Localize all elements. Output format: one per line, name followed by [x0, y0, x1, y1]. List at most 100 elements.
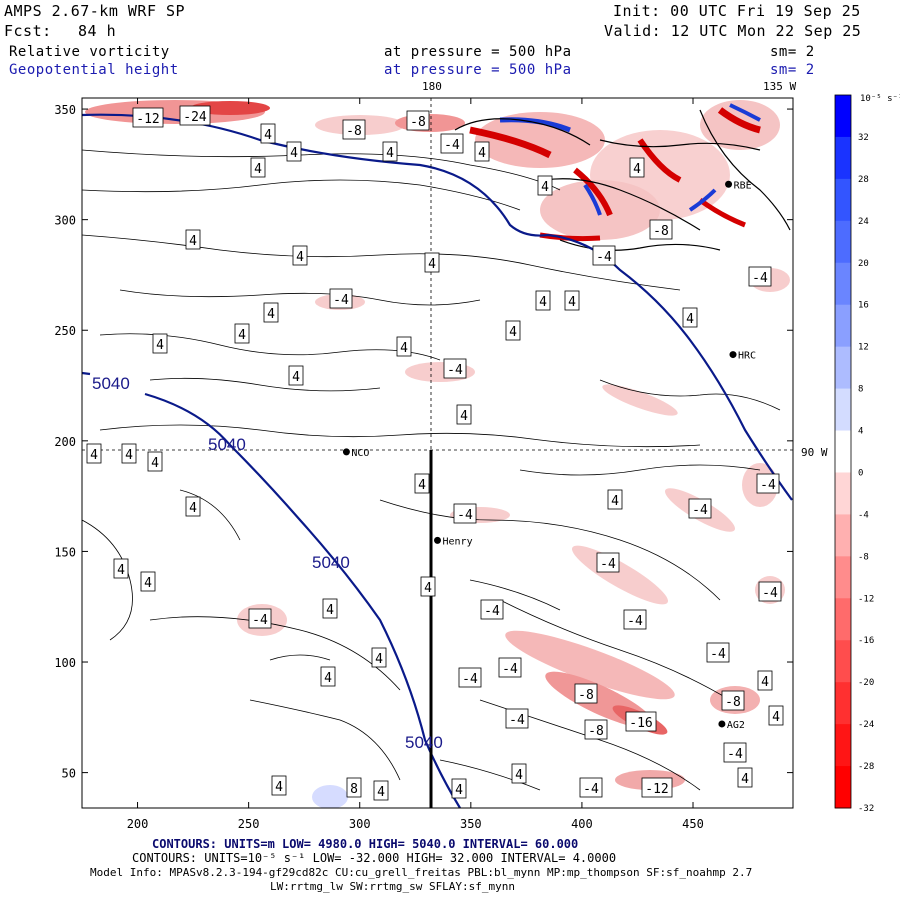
vorticity-label: -4: [453, 503, 477, 524]
vorticity-label: 4: [414, 473, 430, 494]
colorbar-swatch: [835, 220, 851, 264]
svg-text:4: 4: [761, 675, 769, 690]
vorticity-label: -4: [498, 657, 522, 678]
field-vorticity: Relative vorticity: [9, 44, 170, 60]
vorticity-label: -4: [748, 266, 772, 287]
x-tick-label: 400: [571, 817, 593, 831]
footer-contours-vorticity: CONTOURS: UNITS=10⁻⁵ s⁻¹ LOW= -32.000 HI…: [132, 851, 617, 865]
vorticity-label: -12: [132, 107, 164, 128]
station-marker: [342, 448, 350, 456]
vorticity-label: 4: [113, 558, 129, 579]
svg-text:-4: -4: [762, 586, 778, 601]
plot-frame: [81, 97, 794, 809]
y-axis: 350 300 250 200 150 100 50: [54, 103, 793, 781]
svg-text:4: 4: [509, 325, 517, 340]
smoothing-2: sm= 2: [770, 62, 815, 78]
vorticity-label: -4: [579, 777, 603, 798]
svg-text:-4: -4: [596, 250, 612, 265]
svg-text:4: 4: [117, 563, 125, 578]
svg-text:-8: -8: [346, 124, 362, 139]
vorticity-label: -8: [342, 119, 366, 140]
vorticity-label: 4: [474, 141, 490, 162]
svg-text:4: 4: [151, 456, 159, 471]
vorticity-label: -8: [584, 719, 608, 740]
vorticity-label: -4: [440, 133, 464, 154]
svg-text:4: 4: [290, 146, 298, 161]
vorticity-label: 4: [424, 252, 440, 273]
svg-text:4: 4: [296, 250, 304, 265]
station-label: AG2: [727, 720, 745, 731]
x-axis: 200 250 300 350 400 450: [127, 98, 704, 831]
vorticity-label: -24: [179, 105, 211, 126]
height-label: 5040: [92, 374, 130, 393]
vorticity-label: 4: [564, 290, 580, 311]
vorticity-label: -4: [756, 473, 780, 494]
svg-text:4: 4: [125, 448, 133, 463]
station-label: Henry: [443, 536, 473, 547]
svg-text:-4: -4: [333, 293, 349, 308]
vorticity-label: -4: [706, 642, 730, 663]
vorticity-label: -8: [406, 110, 430, 131]
svg-text:4: 4: [386, 146, 394, 161]
vorticity-label: 4: [535, 290, 551, 311]
svg-text:4: 4: [144, 576, 152, 591]
svg-text:-8: -8: [410, 115, 426, 130]
height-label: 5040: [405, 733, 443, 752]
vorticity-label: 4: [292, 245, 308, 266]
colorbar-swatch: [835, 430, 851, 473]
vorticity-label: 4: [185, 496, 201, 517]
colorbar-tick-label: -32: [858, 804, 874, 814]
svg-text:-4: -4: [600, 557, 616, 572]
colorbar-tick-label: 28: [858, 175, 869, 185]
svg-text:-4: -4: [502, 662, 518, 677]
svg-text:4: 4: [611, 494, 619, 509]
svg-text:-4: -4: [710, 647, 726, 662]
station-marker: [729, 351, 737, 359]
lon-label-180: 180: [422, 80, 442, 93]
svg-text:-8: -8: [588, 724, 604, 739]
svg-text:4: 4: [264, 128, 272, 143]
vorticity-label: 4: [456, 404, 472, 425]
y-tick-label: 100: [54, 656, 76, 670]
vorticity-label: 4: [451, 778, 467, 799]
colorbar-tick-label: 24: [858, 217, 869, 227]
init-time: Init: 00 UTC Fri 19 Sep 25: [613, 2, 861, 20]
smoothing-1: sm= 2: [770, 44, 815, 60]
vorticity-label: 4: [396, 336, 412, 357]
vorticity-labels: -12 -24 -8 -8 -4 4 4 4 4 4 4 4 4 4 -4 4 4 4 4 4 4 -4 4 4 4 -4 -8 4 -…: [86, 105, 784, 801]
svg-text:4: 4: [189, 234, 197, 249]
vorticity-label: 4: [505, 320, 521, 341]
colorbar-swatch: [835, 95, 851, 138]
svg-text:8: 8: [350, 782, 358, 797]
svg-text:4: 4: [541, 180, 549, 195]
svg-text:4: 4: [478, 146, 486, 161]
svg-text:4: 4: [772, 710, 780, 725]
svg-text:4: 4: [515, 768, 523, 783]
positive-vorticity-shading: [312, 785, 348, 808]
x-tick-label: 350: [460, 817, 482, 831]
vorticity-label: 4: [757, 670, 773, 691]
vorticity-label: 4: [322, 598, 338, 619]
colorbar-tick-label: -16: [858, 636, 874, 646]
svg-text:-8: -8: [578, 688, 594, 703]
svg-text:4: 4: [460, 409, 468, 424]
svg-text:-4: -4: [484, 604, 500, 619]
forecast-label: Fcst:: [4, 22, 52, 40]
colorbar-tick-label: 0: [858, 468, 863, 478]
model-title: AMPS 2.67-km WRF SP: [4, 2, 186, 20]
x-tick-label: 250: [238, 817, 260, 831]
colorbar-tick-label: 32: [858, 133, 869, 143]
forecast-hour: 84 h: [78, 22, 117, 40]
svg-text:4: 4: [275, 780, 283, 795]
station-marker: [434, 536, 441, 544]
footer-model-info: Model Info: MPASv8.2.3-194-gf29cd82c CU:…: [90, 866, 753, 879]
colorbar-swatch: [835, 472, 851, 515]
svg-text:4: 4: [267, 307, 275, 322]
vorticity-label: -4: [329, 288, 353, 309]
colorbar-swatch: [835, 556, 851, 599]
colorbar-swatch: [835, 766, 851, 809]
vorticity-label: -12: [641, 777, 673, 798]
vorticity-label: 4: [511, 763, 527, 784]
vorticity-label: 4: [629, 157, 645, 178]
